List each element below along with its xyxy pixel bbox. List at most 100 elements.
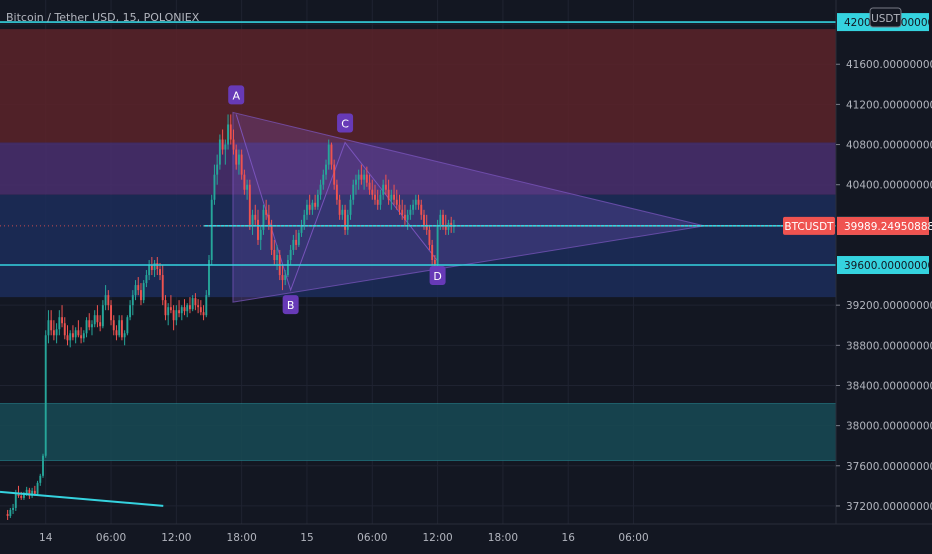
candle-body — [145, 275, 148, 284]
teal-zone — [0, 403, 836, 461]
candle-body — [346, 214, 349, 230]
candle-body — [17, 493, 20, 496]
candle-body — [22, 493, 25, 498]
time-tick-label: 15 — [300, 532, 313, 544]
candle-body — [229, 124, 232, 140]
candle-body — [159, 269, 161, 276]
time-tick-label: 06:00 — [618, 532, 648, 544]
candle-body — [74, 330, 77, 338]
symbol-tag-label: BTCUSDT — [784, 221, 834, 233]
candle-body — [257, 219, 259, 240]
candle-body — [71, 333, 74, 338]
candle-body — [412, 204, 415, 210]
candle-body — [213, 174, 216, 200]
candle-body — [183, 307, 186, 312]
time-axis-background — [0, 524, 932, 550]
candle-body — [120, 320, 123, 338]
candle-body — [251, 214, 254, 225]
candle-body — [126, 317, 129, 334]
pattern-point-badge — [337, 113, 354, 133]
candle-body — [224, 144, 227, 150]
candle-body — [246, 184, 249, 190]
candle-body — [401, 209, 404, 215]
candle-body — [365, 174, 368, 183]
candle-body — [14, 493, 17, 508]
candle-body — [101, 305, 104, 327]
candle-body — [322, 174, 325, 185]
candle-body — [357, 174, 360, 180]
candle-body — [85, 320, 88, 334]
candle-body — [349, 199, 352, 215]
red-zone — [0, 29, 836, 143]
candle-body — [325, 164, 327, 175]
currency-badge[interactable]: USDT — [869, 7, 902, 28]
price-tick-label: 41200.00000000 — [846, 99, 932, 111]
candle-body — [390, 194, 393, 200]
symbol-tag-box — [783, 216, 835, 235]
candle-body — [379, 194, 382, 205]
price-tick-label: 40800.00000000 — [846, 140, 932, 152]
candle-body — [210, 199, 213, 260]
candle-body — [50, 320, 53, 331]
candle-body — [442, 214, 444, 225]
candle-body — [205, 295, 208, 316]
candle-body — [191, 298, 194, 310]
candle-body — [20, 495, 23, 498]
candle-body — [63, 323, 66, 336]
candle-body — [284, 275, 287, 281]
candle-body — [197, 305, 200, 308]
time-tick-label: 06:00 — [357, 532, 387, 544]
price-tick-label: 38800.00000000 — [846, 340, 932, 352]
candle-body — [240, 154, 243, 175]
candle-body — [368, 182, 371, 190]
candle-body — [58, 317, 61, 330]
candle-body — [406, 214, 409, 220]
price-axis[interactable]: 41600.00000000 41200.00000000 40800.000000… — [836, 13, 932, 513]
price-tick-label: 40400.00000000 — [846, 180, 932, 192]
candle-body — [178, 310, 181, 314]
candle-body — [423, 214, 425, 225]
candle-body — [47, 320, 50, 336]
candle-body — [352, 184, 355, 200]
candle-body — [118, 320, 121, 336]
price-tick-label: 38000.00000000 — [846, 421, 932, 433]
candle-body — [55, 329, 58, 336]
candle-body — [77, 330, 80, 336]
candle-body — [292, 239, 295, 250]
candle-body — [333, 164, 336, 185]
candle-body — [123, 333, 126, 338]
candle-body — [338, 199, 341, 215]
time-tick-label: 18:00 — [227, 532, 257, 544]
candle-body — [428, 229, 431, 245]
candle-body — [439, 214, 442, 225]
candle-body — [235, 149, 238, 165]
pattern-point-d[interactable]: D — [429, 265, 446, 285]
candle-body — [327, 144, 330, 165]
candle-body — [355, 179, 357, 185]
pattern-point-b[interactable]: B — [282, 295, 299, 315]
candle-body — [316, 194, 319, 207]
candle-body — [172, 310, 175, 321]
zone-layer — [0, 29, 836, 462]
candle-body — [137, 285, 140, 291]
candle-body — [99, 322, 102, 327]
price-tick-label: 41600.00000000 — [846, 59, 932, 71]
candle-body — [363, 174, 366, 180]
candle-body — [319, 184, 322, 195]
candle-body — [330, 144, 333, 165]
current-price-box — [837, 216, 929, 235]
candle-body — [295, 239, 298, 245]
candle-body — [393, 194, 396, 200]
time-tick-label: 12:00 — [161, 532, 191, 544]
candle-body — [80, 335, 83, 339]
candle-body — [112, 320, 115, 331]
candle-body — [281, 275, 284, 281]
pattern-point-a[interactable]: A — [228, 85, 245, 105]
candle-body — [129, 305, 132, 318]
pattern-point-c[interactable]: C — [337, 113, 354, 133]
pattern-point-badge — [228, 85, 245, 105]
price-tick-label: 38400.00000000 — [846, 380, 932, 392]
candle-body — [148, 265, 151, 276]
time-axis[interactable]: 14 06:00 12:00 18:00 15 06:00 12:00 18:00 16 06:0… — [39, 532, 649, 544]
